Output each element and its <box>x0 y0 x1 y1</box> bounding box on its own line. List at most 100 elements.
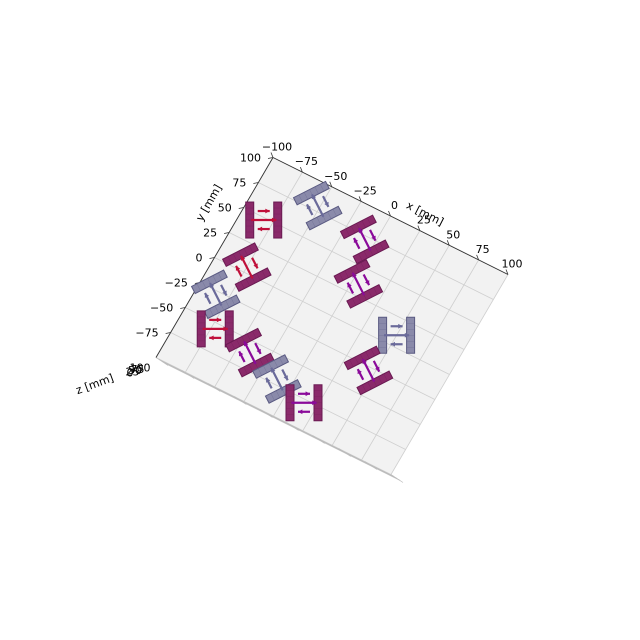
magnet-arrowhead <box>297 409 303 415</box>
y-tick-label: 50 <box>218 202 232 215</box>
magnet-arrowhead <box>204 293 210 299</box>
magnet-arrowhead <box>306 204 312 210</box>
grid-lines <box>155 157 509 483</box>
magnet-group <box>245 201 283 239</box>
magnet-arrowhead <box>357 369 362 375</box>
x-tick-mark <box>505 269 509 275</box>
magnet-group <box>221 242 272 293</box>
magnet-arrowhead <box>371 235 376 241</box>
magnet-arrowhead <box>347 282 352 288</box>
y-tick-label: −25 <box>165 277 188 290</box>
grid-line-y <box>155 357 392 475</box>
z-tick-label: 50 <box>128 364 142 377</box>
y-tick-mark <box>253 182 259 184</box>
z-wall-line <box>161 361 398 479</box>
x-tick-mark <box>270 152 274 158</box>
z-tick-label: 25 <box>126 365 140 378</box>
magnet-bar <box>252 354 290 379</box>
magnet-arrowhead <box>216 317 222 323</box>
magnet-arrowhead <box>244 341 249 347</box>
magnet-arrowhead <box>257 226 263 232</box>
magnet-group <box>333 259 384 309</box>
magnet-bar <box>406 316 416 354</box>
magnet-arrowhead <box>209 283 215 289</box>
x-tick-mark <box>329 181 333 187</box>
magnet-arrowhead <box>256 348 261 354</box>
magnet-arrowhead <box>312 400 317 406</box>
magnet-arrowhead <box>398 323 403 329</box>
magnet-group <box>378 316 416 354</box>
x-tick-label: 100 <box>502 258 523 271</box>
x-tick-mark <box>476 254 479 261</box>
magnet-arrowhead <box>390 341 395 347</box>
x-tick-labels: −100−75 −50 −25 0 25 50 75 100 <box>262 141 523 275</box>
magnet-arrowhead <box>239 351 244 357</box>
z-tick-label: 100 <box>130 362 151 375</box>
magnet-arrowhead <box>266 377 271 383</box>
magnet-arrowhead <box>222 290 227 296</box>
y-tick-mark <box>180 307 186 309</box>
magnet-arrowhead <box>375 366 380 372</box>
z-axis-label: z [mm] <box>74 371 115 397</box>
magnet-arrowhead <box>265 208 270 214</box>
x-tick-mark <box>417 225 421 231</box>
magnet-arrowhead <box>352 272 357 278</box>
magnet-group <box>292 180 343 231</box>
x-tick-mark <box>358 196 362 202</box>
magnet-arrowhead <box>353 238 359 244</box>
magnet-arrowhead <box>311 194 317 200</box>
x-tick-mark <box>300 166 303 173</box>
magnet-arrowhead <box>305 391 310 397</box>
y-tick-mark <box>209 257 215 259</box>
magnet-arrowhead <box>324 201 329 207</box>
x-tick-label: −50 <box>324 170 347 183</box>
x-tick-label: 0 <box>391 199 398 212</box>
y-tick-label: 100 <box>240 152 261 165</box>
magnet-arrowhead <box>223 326 228 332</box>
z-tick-label: 75 <box>131 363 145 376</box>
z-wall-line <box>158 359 395 477</box>
magnet-arrowhead <box>253 263 258 269</box>
magnet-group <box>285 384 323 422</box>
magnet-arrowhead <box>283 375 288 381</box>
y-tick-mark <box>165 332 171 334</box>
y-tick-label: −50 <box>150 302 173 315</box>
z-tick-label: 0 <box>127 367 134 380</box>
magnet-group <box>196 310 234 348</box>
x-tick-mark <box>388 210 391 217</box>
y-tick-mark <box>267 157 274 159</box>
x-tick-label: −75 <box>295 155 318 168</box>
magnet-group <box>339 214 390 265</box>
magnet-group <box>190 269 241 320</box>
y-tick-mark <box>224 232 230 234</box>
magnet-group <box>343 345 394 396</box>
magnet-arrowhead <box>271 367 276 373</box>
grid-line-y <box>228 232 465 350</box>
magnet-group <box>225 327 275 378</box>
z-wall-line <box>164 363 401 481</box>
x-tick-label: 50 <box>446 228 460 241</box>
magnet-bar <box>190 269 228 295</box>
grid-line-y <box>185 307 421 425</box>
y-tick-label: 75 <box>232 177 246 190</box>
magnet-arrowhead <box>364 280 370 286</box>
x-tick-label: 75 <box>476 243 490 256</box>
x-tick-label: 25 <box>417 214 431 227</box>
magnet-arrowhead <box>404 332 410 338</box>
magnet-arrowhead <box>235 265 241 271</box>
magnet-arrowhead <box>240 255 246 261</box>
y-tick-label: −75 <box>135 327 158 340</box>
magnet-groups <box>190 180 416 422</box>
y-tick-label: 25 <box>203 227 217 240</box>
x-tick-label: −25 <box>354 184 377 197</box>
x-tick-label: −100 <box>262 141 292 154</box>
magnet-arrowhead <box>358 228 364 234</box>
y-tick-mark <box>238 207 244 209</box>
x-tick-mark <box>446 240 450 246</box>
magnet-arrowhead <box>209 335 214 341</box>
magnet-arrowhead <box>271 217 277 223</box>
magnet-arrowhead <box>362 359 367 365</box>
